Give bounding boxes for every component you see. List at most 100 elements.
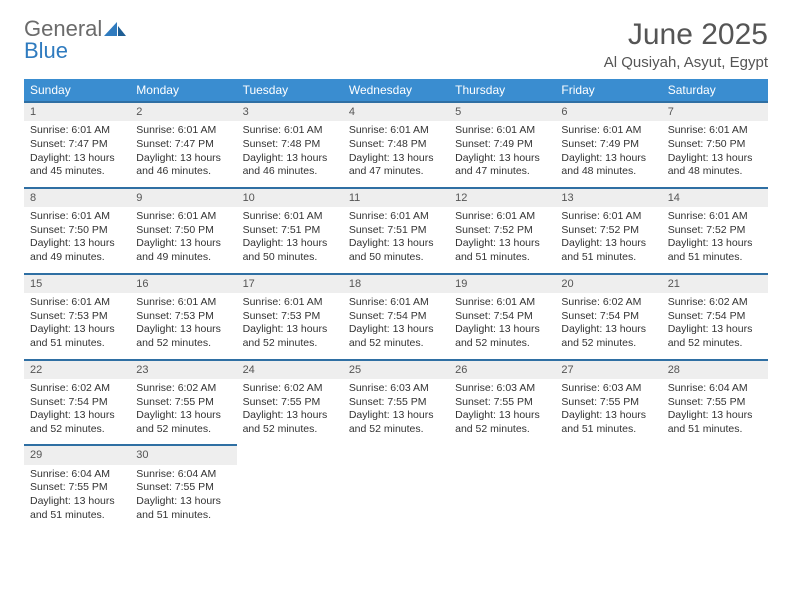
daylight-text: Daylight: 13 hours and 51 minutes. bbox=[561, 237, 655, 264]
sunrise-text: Sunrise: 6:04 AM bbox=[136, 468, 230, 482]
calendar-day: 21Sunrise: 6:02 AMSunset: 7:54 PMDayligh… bbox=[662, 274, 768, 360]
title-block: June 2025 Al Qusiyah, Asyut, Egypt bbox=[604, 18, 768, 71]
sunrise-text: Sunrise: 6:01 AM bbox=[668, 210, 762, 224]
calendar-day: 12Sunrise: 6:01 AMSunset: 7:52 PMDayligh… bbox=[449, 188, 555, 274]
day-body: Sunrise: 6:01 AMSunset: 7:47 PMDaylight:… bbox=[24, 121, 130, 187]
sunrise-text: Sunrise: 6:01 AM bbox=[668, 124, 762, 138]
calendar-empty-cell bbox=[237, 445, 343, 530]
day-body: Sunrise: 6:04 AMSunset: 7:55 PMDaylight:… bbox=[24, 465, 130, 531]
day-body: Sunrise: 6:01 AMSunset: 7:52 PMDaylight:… bbox=[662, 207, 768, 273]
sunrise-text: Sunrise: 6:03 AM bbox=[561, 382, 655, 396]
calendar-empty-cell bbox=[449, 445, 555, 530]
day-number: 1 bbox=[24, 103, 130, 121]
calendar-empty-cell bbox=[555, 445, 661, 530]
calendar-day: 27 Sunrise: 6:03 AMSunset: 7:55 PMDayligh… bbox=[555, 360, 661, 446]
calendar-day: 13Sunrise: 6:01 AMSunset: 7:52 PMDayligh… bbox=[555, 188, 661, 274]
sunrise-text: Sunrise: 6:01 AM bbox=[455, 124, 549, 138]
sunset-text: Sunset: 7:50 PM bbox=[668, 138, 762, 152]
calendar-week: 29Sunrise: 6:04 AMSunset: 7:55 PMDayligh… bbox=[24, 445, 768, 530]
day-body: Sunrise: 6:01 AMSunset: 7:53 PMDaylight:… bbox=[237, 293, 343, 359]
daylight-text: Daylight: 13 hours and 52 minutes. bbox=[30, 409, 124, 436]
sunset-text: Sunset: 7:51 PM bbox=[349, 224, 443, 238]
sunset-text: Sunset: 7:47 PM bbox=[136, 138, 230, 152]
sunrise-text: Sunrise: 6:01 AM bbox=[136, 210, 230, 224]
day-number: 14 bbox=[662, 189, 768, 207]
daylight-text: Daylight: 13 hours and 51 minutes. bbox=[30, 495, 124, 522]
calendar-day: 18Sunrise: 6:01 AMSunset: 7:54 PMDayligh… bbox=[343, 274, 449, 360]
calendar-day: 19Sunrise: 6:01 AMSunset: 7:54 PMDayligh… bbox=[449, 274, 555, 360]
day-body: Sunrise: 6:01 AMSunset: 7:52 PMDaylight:… bbox=[555, 207, 661, 273]
day-body: Sunrise: 6:01 AMSunset: 7:52 PMDaylight:… bbox=[449, 207, 555, 273]
sunrise-text: Sunrise: 6:02 AM bbox=[30, 382, 124, 396]
sunrise-text: Sunrise: 6:01 AM bbox=[349, 124, 443, 138]
daylight-text: Daylight: 13 hours and 51 minutes. bbox=[561, 409, 655, 436]
sunset-text: Sunset: 7:54 PM bbox=[455, 310, 549, 324]
sunset-text: Sunset: 7:54 PM bbox=[349, 310, 443, 324]
day-number: 3 bbox=[237, 103, 343, 121]
calendar-day: 10Sunrise: 6:01 AMSunset: 7:51 PMDayligh… bbox=[237, 188, 343, 274]
daylight-text: Daylight: 13 hours and 52 minutes. bbox=[243, 323, 337, 350]
day-number: 11 bbox=[343, 189, 449, 207]
day-body: Sunrise: 6:01 AMSunset: 7:51 PMDaylight:… bbox=[343, 207, 449, 273]
logo: GeneralBlue bbox=[24, 18, 126, 62]
sunrise-text: Sunrise: 6:01 AM bbox=[455, 296, 549, 310]
daylight-text: Daylight: 13 hours and 51 minutes. bbox=[30, 323, 124, 350]
day-body: Sunrise: 6:02 AMSunset: 7:54 PMDaylight:… bbox=[24, 379, 130, 445]
calendar-day: 30Sunrise: 6:04 AMSunset: 7:55 PMDayligh… bbox=[130, 445, 236, 530]
sunrise-text: Sunrise: 6:01 AM bbox=[561, 124, 655, 138]
calendar-day: 5Sunrise: 6:01 AMSunset: 7:49 PMDaylight… bbox=[449, 102, 555, 188]
calendar-day: 6Sunrise: 6:01 AMSunset: 7:49 PMDaylight… bbox=[555, 102, 661, 188]
day-number: 5 bbox=[449, 103, 555, 121]
daylight-text: Daylight: 13 hours and 52 minutes. bbox=[243, 409, 337, 436]
sunset-text: Sunset: 7:47 PM bbox=[30, 138, 124, 152]
daylight-text: Daylight: 13 hours and 52 minutes. bbox=[561, 323, 655, 350]
calendar-day: 20Sunrise: 6:02 AMSunset: 7:54 PMDayligh… bbox=[555, 274, 661, 360]
calendar-table: Sunday Monday Tuesday Wednesday Thursday… bbox=[24, 79, 768, 530]
day-number: 23 bbox=[130, 361, 236, 379]
calendar-day: 9Sunrise: 6:01 AMSunset: 7:50 PMDaylight… bbox=[130, 188, 236, 274]
sunrise-text: Sunrise: 6:01 AM bbox=[561, 210, 655, 224]
daylight-text: Daylight: 13 hours and 51 minutes. bbox=[136, 495, 230, 522]
day-body: Sunrise: 6:03 AMSunset: 7:55 PMDaylight:… bbox=[343, 379, 449, 445]
day-body: Sunrise: 6:02 AMSunset: 7:55 PMDaylight:… bbox=[130, 379, 236, 445]
dow-sun: Sunday bbox=[24, 79, 130, 102]
daylight-text: Daylight: 13 hours and 50 minutes. bbox=[243, 237, 337, 264]
calendar-empty-cell bbox=[343, 445, 449, 530]
calendar-day: 25Sunrise: 6:03 AMSunset: 7:55 PMDayligh… bbox=[343, 360, 449, 446]
daylight-text: Daylight: 13 hours and 48 minutes. bbox=[668, 152, 762, 179]
sunrise-text: Sunrise: 6:03 AM bbox=[455, 382, 549, 396]
sunset-text: Sunset: 7:54 PM bbox=[561, 310, 655, 324]
month-title: June 2025 bbox=[604, 18, 768, 52]
sunset-text: Sunset: 7:55 PM bbox=[561, 396, 655, 410]
calendar-day: 3Sunrise: 6:01 AMSunset: 7:48 PMDaylight… bbox=[237, 102, 343, 188]
sunrise-text: Sunrise: 6:04 AM bbox=[30, 468, 124, 482]
daylight-text: Daylight: 13 hours and 52 minutes. bbox=[349, 323, 443, 350]
calendar-week: 8Sunrise: 6:01 AMSunset: 7:50 PMDaylight… bbox=[24, 188, 768, 274]
sunset-text: Sunset: 7:53 PM bbox=[136, 310, 230, 324]
day-number: 9 bbox=[130, 189, 236, 207]
daylight-text: Daylight: 13 hours and 51 minutes. bbox=[455, 237, 549, 264]
daylight-text: Daylight: 13 hours and 46 minutes. bbox=[243, 152, 337, 179]
day-number: 27 bbox=[555, 361, 661, 379]
calendar-day: 4Sunrise: 6:01 AMSunset: 7:48 PMDaylight… bbox=[343, 102, 449, 188]
day-number: 10 bbox=[237, 189, 343, 207]
sunset-text: Sunset: 7:55 PM bbox=[349, 396, 443, 410]
day-number: 16 bbox=[130, 275, 236, 293]
daylight-text: Daylight: 13 hours and 52 minutes. bbox=[455, 323, 549, 350]
sunrise-text: Sunrise: 6:04 AM bbox=[668, 382, 762, 396]
day-body: Sunrise: 6:01 AMSunset: 7:49 PMDaylight:… bbox=[555, 121, 661, 187]
logo-text-2: Blue bbox=[24, 38, 68, 63]
sunset-text: Sunset: 7:51 PM bbox=[243, 224, 337, 238]
daylight-text: Daylight: 13 hours and 52 minutes. bbox=[668, 323, 762, 350]
logo-sail-icon bbox=[104, 18, 126, 34]
sunset-text: Sunset: 7:52 PM bbox=[668, 224, 762, 238]
sunrise-text: Sunrise: 6:02 AM bbox=[561, 296, 655, 310]
day-body: Sunrise: 6:02 AMSunset: 7:55 PMDaylight:… bbox=[237, 379, 343, 445]
calendar-empty-cell bbox=[662, 445, 768, 530]
calendar-day: 15Sunrise: 6:01 AMSunset: 7:53 PMDayligh… bbox=[24, 274, 130, 360]
daylight-text: Daylight: 13 hours and 52 minutes. bbox=[349, 409, 443, 436]
day-number: 13 bbox=[555, 189, 661, 207]
sunset-text: Sunset: 7:55 PM bbox=[30, 481, 124, 495]
day-body: Sunrise: 6:01 AMSunset: 7:47 PMDaylight:… bbox=[130, 121, 236, 187]
dow-wed: Wednesday bbox=[343, 79, 449, 102]
